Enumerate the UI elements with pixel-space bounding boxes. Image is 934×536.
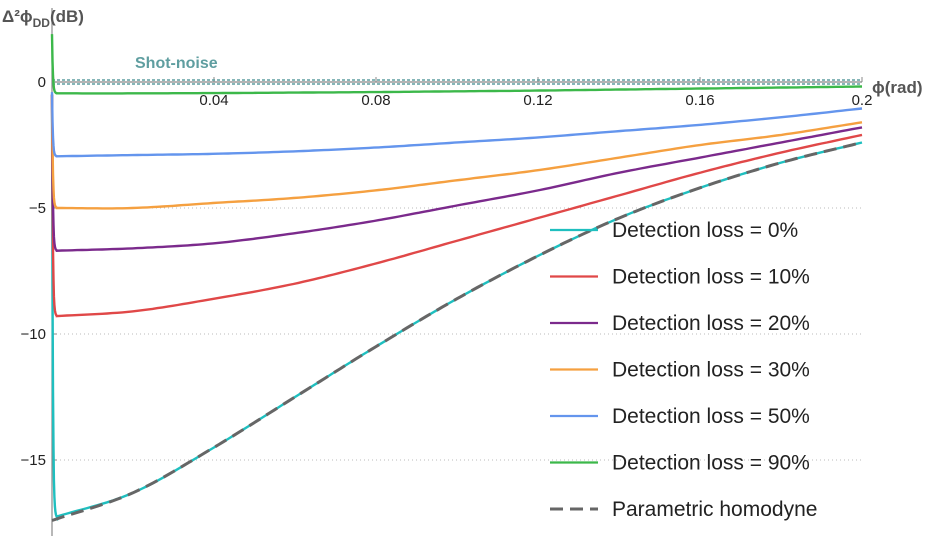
x-ticks: 0.04 0.08 0.12 0.16 0.2 [199,77,872,109]
x-tick-label: 0.04 [199,92,228,109]
series-line-5 [50,34,863,95]
series-line-6 [51,141,863,522]
x-tick-label: 0.16 [685,92,714,109]
x-axis-title: ϕ(rad) [872,78,923,97]
grid [52,207,862,461]
x-tick-label: 0.12 [523,92,552,109]
legend-label: Detection loss = 20% [612,312,810,335]
legend-label: Detection loss = 50% [612,405,810,428]
shot-noise-label: Shot-noise [135,55,218,72]
x-tick-label: 0.08 [361,92,390,109]
series [50,34,863,522]
x-tick-label: 0.2 [852,92,873,109]
legend-label: Detection loss = 30% [612,359,810,382]
y-tick-label: 0 [38,74,46,91]
series-line-4 [50,92,863,158]
y-tick-label: −15 [21,452,46,469]
series-line-1 [50,94,863,318]
legend-label: Detection loss = 90% [612,452,810,475]
y-tick-label: −10 [21,326,46,343]
shot-noise-line [52,79,862,85]
y-axis-title-sub: DD [33,16,51,30]
legend-label: Detection loss = 0% [612,219,798,242]
legend-label: Detection loss = 10% [612,266,810,289]
y-axis-title-main: Δ²ϕ [2,7,33,26]
y-axis-title-unit: (dB) [50,7,84,26]
y-axis-title: Δ²ϕDD(dB) [2,7,84,30]
series-line-2 [50,94,863,252]
y-tick-label: −5 [29,200,46,217]
series-line-3 [50,94,863,210]
legend: Detection loss = 0% Detection loss = 10% D… [550,219,817,521]
legend-label: Parametric homodyne [612,498,817,521]
